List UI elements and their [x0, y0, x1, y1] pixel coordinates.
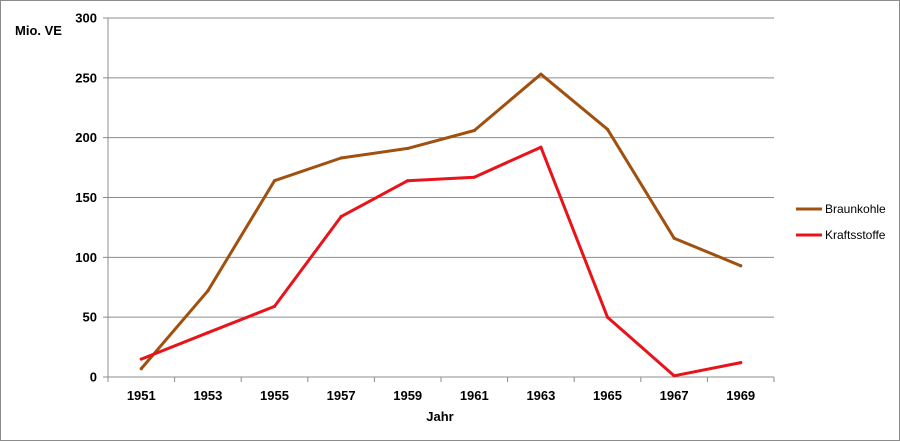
x-tick-label: 1953	[193, 388, 222, 403]
x-tick-label: 1959	[393, 388, 422, 403]
data-point-kraftsstoffe	[739, 361, 743, 365]
data-point-kraftsstoffe	[406, 179, 410, 183]
y-tick-label: 150	[75, 190, 97, 205]
data-point-kraftsstoffe	[272, 304, 277, 308]
x-tick-label: 1963	[526, 388, 555, 403]
data-point-braunkohle	[139, 367, 143, 371]
data-point-kraftsstoffe	[605, 315, 610, 319]
y-tick-label: 300	[75, 11, 97, 26]
x-tick-label: 1951	[127, 388, 156, 403]
y-tick-label: 0	[90, 370, 97, 385]
series-lines	[139, 72, 743, 378]
x-tick-label: 1961	[460, 388, 489, 403]
series-line-braunkohle	[139, 72, 743, 371]
x-tick-label: 1957	[327, 388, 356, 403]
x-tick-label: 1967	[660, 388, 689, 403]
data-point-kraftsstoffe	[339, 215, 343, 219]
data-point-braunkohle	[472, 128, 476, 133]
data-point-kraftsstoffe	[206, 331, 210, 335]
legend: Braunkohle Kraftsstoffe	[796, 202, 886, 242]
legend-label: Braunkohle	[825, 202, 886, 216]
data-point-kraftsstoffe	[139, 357, 143, 361]
x-tick-label: 1969	[726, 388, 755, 403]
data-point-braunkohle	[339, 156, 343, 160]
data-point-kraftsstoffe	[672, 374, 676, 378]
x-tick-label: 1955	[260, 388, 289, 403]
data-point-kraftsstoffe	[472, 175, 476, 179]
y-tick-labels: 0 50 100 150 200 250 300	[75, 11, 97, 385]
data-point-braunkohle	[539, 72, 543, 76]
data-point-braunkohle	[272, 179, 277, 183]
gridlines	[108, 17, 774, 318]
y-tick-label: 250	[75, 70, 97, 85]
axes	[103, 17, 775, 382]
data-point-kraftsstoffe	[539, 145, 543, 149]
data-point-braunkohle	[406, 146, 410, 151]
y-tick-label: 50	[83, 310, 97, 325]
data-point-braunkohle	[206, 289, 210, 293]
x-tick-label: 1965	[593, 388, 622, 403]
data-point-braunkohle	[672, 236, 676, 240]
y-axis-label: Mio. VE	[15, 23, 62, 38]
x-tick-labels: 1951 1953 1955 1957 1959 1961 1963 1965 1967 1969	[127, 388, 755, 403]
data-point-braunkohle	[605, 127, 610, 131]
legend-label: Kraftsstoffe	[825, 228, 886, 242]
y-tick-label: 100	[75, 250, 97, 265]
series-line-kraftsstoffe	[139, 145, 743, 378]
y-tick-label: 200	[75, 130, 97, 145]
x-axis-label: Jahr	[426, 409, 453, 424]
data-point-braunkohle	[739, 264, 743, 268]
